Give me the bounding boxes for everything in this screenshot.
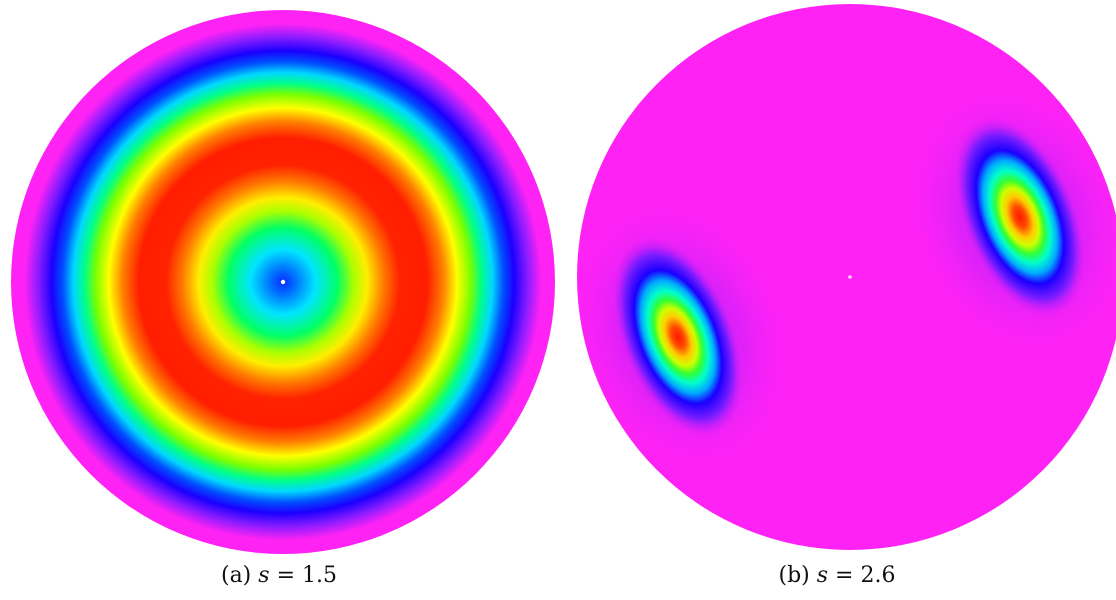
panel-b: (b) s = 2.6 <box>558 0 1116 600</box>
caption-b-value: 2.6 <box>860 563 896 588</box>
caption-a-label: (a) <box>220 563 252 588</box>
panel-a: (a) s = 1.5 <box>0 10 558 591</box>
caption-b-variable: s <box>816 563 829 588</box>
caption-a-variable: s <box>258 563 270 588</box>
caption-b-label: (b) <box>778 563 810 588</box>
center-dot-a <box>280 279 286 285</box>
spot-left <box>610 234 746 440</box>
disk-plot-b <box>577 4 1116 550</box>
spot-right <box>952 114 1088 320</box>
caption-b: (b) s = 2.6 <box>558 561 1116 591</box>
caption-a: (a) s = 1.5 <box>0 561 558 591</box>
center-dot-b <box>848 275 852 279</box>
disk-plot-a <box>11 10 555 554</box>
caption-a-equals: = <box>276 563 296 588</box>
caption-a-value: 1.5 <box>302 563 338 588</box>
caption-b-equals: = <box>835 563 854 588</box>
